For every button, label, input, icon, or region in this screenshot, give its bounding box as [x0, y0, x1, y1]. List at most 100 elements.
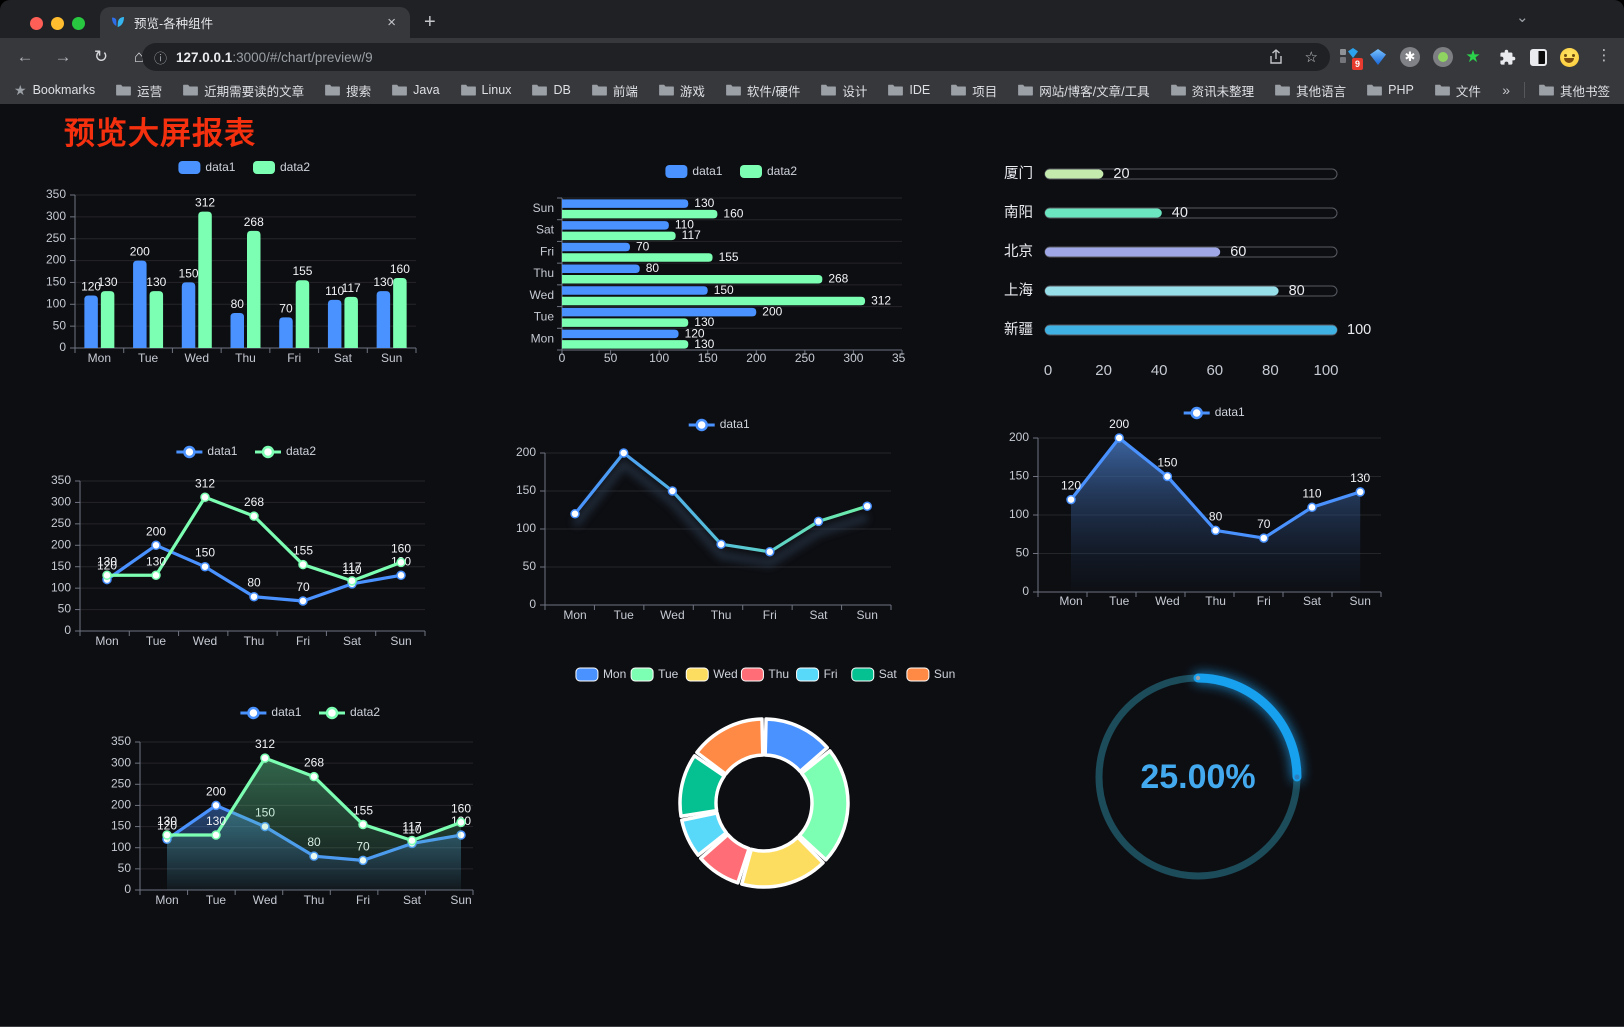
legend-item-Mon[interactable]: Mon [575, 667, 626, 682]
home-icon[interactable]: ⌂ [133, 47, 145, 66]
svg-text:Wed: Wed [1155, 594, 1179, 608]
chart-line-gradient-canvas[interactable]: 0 50 100 150 200 Mon Tue Wed Thu Fri Sat Sun data1 [500, 395, 900, 640]
browser-menu-icon[interactable]: ⋮ [1596, 47, 1612, 64]
bookmark-folder-7[interactable]: 前端 [591, 81, 638, 100]
svg-text:Tue: Tue [206, 893, 227, 907]
legend-item-data1[interactable]: data1 [176, 444, 238, 459]
extension-dot-circle-icon[interactable] [1431, 46, 1455, 68]
svg-text:120: 120 [685, 326, 705, 340]
bookmarks-overflow-chevron[interactable]: » [1502, 82, 1510, 98]
svg-text:Thu: Thu [768, 667, 789, 681]
chart-progress-bars[interactable]: 0 20 40 60 80 100 厦门 20 南阳 40 北京 60 上海 80 新疆 100 [985, 150, 1385, 390]
chart-bar-vertical-canvas[interactable]: 0 50 100 150 200 250 300 350 Mon Tue Wed Thu Fri Sat S… [40, 146, 440, 381]
donut-slice-Sun[interactable] [695, 717, 765, 776]
bookmark-folder-17[interactable]: 文件服务器 [1434, 81, 1481, 100]
donut-slice-Wed[interactable] [740, 835, 825, 889]
bookmarks-manager-item[interactable]: ★ Bookmarks [14, 82, 95, 99]
legend-item-data2[interactable]: data2 [740, 164, 797, 178]
legend-item-data1[interactable]: data1 [665, 164, 723, 178]
bookmark-folder-15[interactable]: 其他语言 [1275, 81, 1346, 100]
bookmark-folder-6[interactable]: DB [532, 81, 571, 100]
bookmark-folder-8[interactable]: 游戏 [658, 81, 705, 100]
chart-gauge-canvas[interactable]: 25.00% [1040, 640, 1360, 925]
chart-area-single[interactable]: 0 50 100 150 200 Mon Tue Wed Thu Fri Sat Sun 120 200 1… [985, 390, 1385, 630]
bookmark-folder-16[interactable]: PHP [1367, 81, 1414, 100]
new-tab-button[interactable]: + [424, 11, 436, 33]
chart-area-double-canvas[interactable]: 0 50 100 150 200 250 300 350 Mon Tue Wed Thu Fri Sat S… [90, 675, 490, 930]
chart-gauge[interactable]: 25.00% [1040, 640, 1360, 925]
svg-text:155: 155 [353, 803, 373, 817]
bookmark-star-icon[interactable]: ☆ [1304, 49, 1318, 66]
chart-area-single-canvas[interactable]: 0 50 100 150 200 Mon Tue Wed Thu Fri Sat Sun 120 200 1… [985, 390, 1385, 630]
bookmark-folder-3[interactable]: 搜索 [325, 81, 371, 100]
extension-gem-icon[interactable] [1366, 46, 1390, 68]
chart-donut-canvas[interactable]: Mon Tue Wed Thu Fri Sat Sun [560, 655, 970, 915]
donut-slice-Thu[interactable] [699, 832, 751, 885]
svg-text:80: 80 [231, 297, 245, 311]
bookmark-folder-2[interactable]: 近期需要读的文章 [183, 81, 304, 100]
chart-line-basic[interactable]: 0 50 100 150 200 250 300 350 Mon Tue Wed Thu Fri Sat S… [40, 425, 440, 665]
chart-area-double[interactable]: 0 50 100 150 200 250 300 350 Mon Tue Wed Thu Fri Sat S… [90, 675, 490, 930]
bookmark-folder-4[interactable]: Java [392, 81, 440, 100]
legend-item-data2[interactable]: data2 [255, 444, 316, 459]
legend-item-data1[interactable]: data1 [240, 705, 302, 720]
bookmark-folder-14[interactable]: 资讯未整理 [1170, 81, 1254, 100]
legend-item-Tue[interactable]: Tue [630, 667, 679, 682]
other-bookmarks-folder[interactable]: 其他书签 [1539, 81, 1610, 100]
svg-text:200: 200 [146, 524, 166, 538]
legend-item-data1[interactable]: data1 [178, 160, 236, 174]
legend-item-Thu[interactable]: Thu [740, 667, 789, 682]
legend-item-data2[interactable]: data2 [319, 705, 380, 720]
svg-text:0: 0 [124, 882, 131, 896]
legend-item-data1[interactable]: data1 [688, 417, 750, 432]
active-tab[interactable]: 预览-各种组件 × [100, 7, 410, 38]
window-minimize-button[interactable] [51, 17, 64, 30]
tab-search-chevron-icon[interactable]: ⌄ [1516, 9, 1529, 26]
legend-item-Fri[interactable]: Fri [796, 667, 838, 682]
share-icon[interactable] [1269, 49, 1283, 65]
chart-bar-vertical[interactable]: 0 50 100 150 200 250 300 350 Mon Tue Wed Thu Fri Sat S… [40, 146, 440, 381]
extension-emoji-icon[interactable] [1557, 46, 1581, 68]
svg-text:50: 50 [58, 602, 72, 616]
extensions-puzzle-icon[interactable] [1495, 46, 1519, 68]
donut-slice-Mon[interactable] [763, 717, 829, 774]
bookmark-folder-1[interactable]: 运营 [116, 81, 162, 100]
svg-text:312: 312 [195, 476, 215, 490]
bookmark-folder-10[interactable]: 设计 [821, 81, 867, 100]
donut-slice-Fri[interactable] [680, 811, 729, 857]
legend-item-Sat[interactable]: Sat [851, 667, 898, 682]
svg-text:200: 200 [111, 798, 131, 812]
legend-item-Wed[interactable]: Wed [685, 667, 738, 682]
chart-progress-bars-canvas[interactable]: 0 20 40 60 80 100 厦门 20 南阳 40 北京 60 上海 80 新疆 100 [985, 150, 1385, 390]
legend-item-data1[interactable]: data1 [1183, 405, 1245, 420]
chart-line-gradient[interactable]: 0 50 100 150 200 Mon Tue Wed Thu Fri Sat Sun data1 [500, 395, 900, 640]
bookmark-folder-5[interactable]: Linux [460, 81, 511, 100]
site-info-icon[interactable]: ⓘ [154, 50, 168, 66]
extension-circle-icon[interactable]: ✱ [1398, 46, 1422, 68]
donut-slice-Tue[interactable] [797, 749, 850, 862]
bookmark-folder-13[interactable]: 网站/博客/文章/工具 [1018, 81, 1150, 100]
chart-line-basic-canvas[interactable]: 0 50 100 150 200 250 300 350 Mon Tue Wed Thu Fri Sat S… [40, 425, 440, 665]
legend-item-data2[interactable]: data2 [253, 160, 310, 174]
forward-icon[interactable]: → [54, 47, 72, 66]
svg-text:Sat: Sat [403, 893, 422, 907]
svg-text:120: 120 [81, 280, 101, 294]
chart-donut[interactable]: Mon Tue Wed Thu Fri Sat Sun [560, 655, 970, 915]
tab-close-icon[interactable]: × [387, 14, 396, 31]
bookmark-folder-12[interactable]: 项目 [951, 81, 997, 100]
extension-blocker-icon[interactable]: 9 [1338, 46, 1363, 70]
legend-item-Sun[interactable]: Sun [906, 667, 955, 682]
extension-darkreader-icon[interactable] [1526, 46, 1550, 68]
svg-text:80: 80 [646, 261, 660, 275]
extension-star-icon[interactable]: ★ [1465, 47, 1481, 66]
reload-icon[interactable]: ↻ [93, 47, 109, 66]
back-icon[interactable]: ← [16, 47, 34, 66]
address-bar[interactable]: ⓘ 127.0.0.1 :3000/#/chart/preview/9 ☆ [142, 43, 1330, 71]
window-zoom-button[interactable] [72, 17, 85, 30]
bookmark-folder-11[interactable]: IDE [888, 81, 930, 100]
donut-slice-Sat[interactable] [678, 754, 727, 818]
window-close-button[interactable] [30, 17, 43, 30]
bookmark-folder-9[interactable]: 软件/硬件 [725, 81, 800, 100]
